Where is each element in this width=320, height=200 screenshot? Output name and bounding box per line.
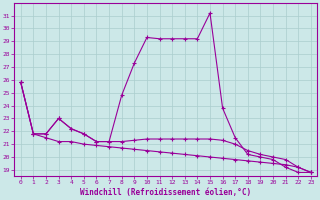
- X-axis label: Windchill (Refroidissement éolien,°C): Windchill (Refroidissement éolien,°C): [80, 188, 252, 197]
